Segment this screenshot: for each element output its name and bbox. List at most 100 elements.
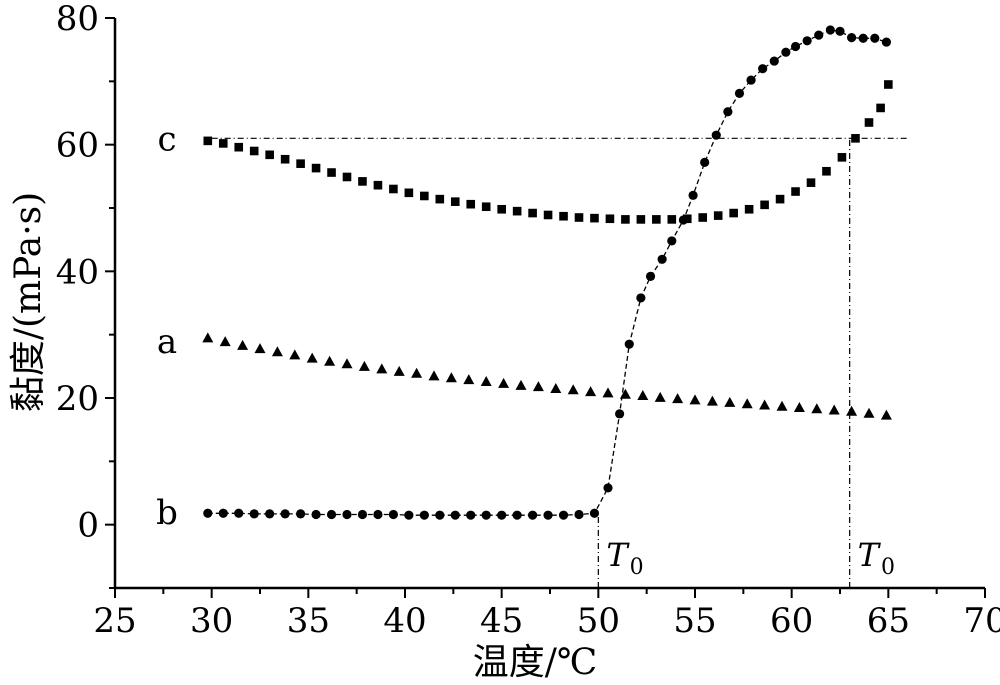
series-c-point bbox=[249, 146, 259, 156]
series-b-point bbox=[404, 510, 414, 520]
series-c-point bbox=[481, 202, 491, 212]
series-c-point bbox=[311, 163, 321, 173]
series-c-point bbox=[744, 204, 754, 214]
series-c-point bbox=[806, 178, 816, 187]
series-lines bbox=[207, 29, 887, 516]
series-b-point bbox=[373, 509, 383, 520]
series-c-point bbox=[512, 206, 522, 216]
series-c-point bbox=[420, 191, 429, 201]
series-a-point bbox=[463, 374, 475, 385]
series-b-point bbox=[357, 509, 368, 520]
y-tick-label: 0 bbox=[77, 506, 99, 546]
series-a-point bbox=[498, 377, 510, 388]
series-b-point bbox=[667, 236, 677, 246]
series-b-point bbox=[326, 509, 337, 520]
series-b-point bbox=[512, 510, 522, 520]
series-b-point bbox=[734, 88, 745, 98]
series-b-point bbox=[790, 41, 801, 52]
x-tick-label: 25 bbox=[93, 601, 136, 641]
series-c-point bbox=[621, 215, 630, 224]
series-c-point bbox=[864, 118, 874, 127]
series-b-point bbox=[769, 56, 779, 66]
series-b-point bbox=[825, 25, 835, 35]
series-b-point bbox=[700, 157, 710, 167]
series-b-point bbox=[435, 510, 445, 520]
series-b-point bbox=[881, 37, 892, 47]
series-c-point bbox=[373, 180, 383, 190]
series-c-point bbox=[404, 188, 414, 198]
series-a-point bbox=[324, 355, 336, 366]
y-tick-label: 40 bbox=[56, 252, 99, 292]
series-b-point bbox=[835, 26, 845, 36]
series-b-point bbox=[645, 271, 656, 281]
series-a-point bbox=[706, 395, 718, 406]
series-c-point bbox=[450, 197, 460, 206]
series-a-point bbox=[550, 383, 562, 393]
series-c-point bbox=[791, 187, 800, 196]
series-a-point bbox=[254, 343, 266, 354]
series-c-point bbox=[884, 80, 893, 89]
series-a-point bbox=[672, 393, 684, 404]
series-a-point bbox=[776, 400, 788, 411]
series-c-point bbox=[435, 194, 445, 204]
series-b-point bbox=[636, 293, 646, 303]
series-c-point bbox=[327, 168, 336, 177]
series-b-point bbox=[497, 510, 507, 520]
series-a-point bbox=[515, 379, 527, 390]
series-b-point bbox=[280, 509, 290, 519]
series-c-point bbox=[574, 213, 584, 222]
series-b-point bbox=[249, 509, 259, 519]
series-c-point bbox=[234, 142, 244, 152]
series-b-point bbox=[234, 508, 244, 518]
series-a-point bbox=[811, 403, 823, 414]
series-a-point bbox=[358, 360, 370, 371]
threshold-temperature-label: T0 bbox=[606, 536, 643, 580]
series-label-a: a bbox=[157, 322, 177, 362]
series-a-point bbox=[828, 404, 840, 415]
series-a-point bbox=[428, 370, 440, 381]
series-b-point bbox=[419, 510, 429, 520]
series-c-point bbox=[543, 210, 553, 220]
series-c-point bbox=[636, 215, 646, 224]
series-b-line bbox=[207, 29, 887, 516]
series-a-point bbox=[480, 376, 492, 387]
series-b-point bbox=[528, 510, 538, 520]
series-c-point bbox=[851, 134, 860, 143]
series-c-point bbox=[713, 211, 723, 220]
x-tick-label: 55 bbox=[673, 601, 716, 641]
series-c-point bbox=[342, 172, 352, 182]
series-b-point bbox=[615, 409, 625, 419]
series-b-point bbox=[746, 75, 756, 85]
x-tick-label: 65 bbox=[867, 601, 910, 641]
series-b-point bbox=[603, 483, 613, 493]
series-b-point bbox=[466, 510, 476, 520]
series-a-point bbox=[411, 367, 423, 378]
x-tick-label: 45 bbox=[480, 601, 523, 641]
series-c-point bbox=[358, 177, 367, 186]
y-tick-label: 60 bbox=[56, 126, 99, 166]
threshold-temperature-label: T0 bbox=[858, 536, 895, 580]
series-a-point bbox=[271, 346, 283, 357]
y-tick-label: 20 bbox=[56, 379, 99, 419]
reference-lines bbox=[211, 137, 908, 588]
series-b-point bbox=[802, 36, 812, 46]
series-c-point bbox=[837, 153, 847, 162]
series-b-point bbox=[589, 508, 600, 518]
series-c-point bbox=[682, 214, 692, 224]
series-label-c: c bbox=[157, 119, 176, 159]
series-c-point bbox=[218, 139, 228, 148]
series-a-point bbox=[602, 387, 614, 398]
series-c-point bbox=[876, 103, 885, 113]
series-c-point bbox=[729, 208, 738, 218]
x-tick-label: 50 bbox=[577, 601, 620, 641]
series-b-point bbox=[624, 339, 634, 349]
series-b-point bbox=[723, 107, 733, 117]
series-c-point bbox=[497, 204, 506, 214]
series-b-point bbox=[814, 30, 824, 40]
series-a-point bbox=[237, 339, 249, 350]
chart-labels: c a b T0 T0 bbox=[156, 119, 895, 580]
series-a-point bbox=[793, 402, 805, 412]
series-a-point bbox=[724, 396, 736, 407]
series-a-point bbox=[619, 388, 631, 399]
series-c-point bbox=[528, 208, 537, 218]
